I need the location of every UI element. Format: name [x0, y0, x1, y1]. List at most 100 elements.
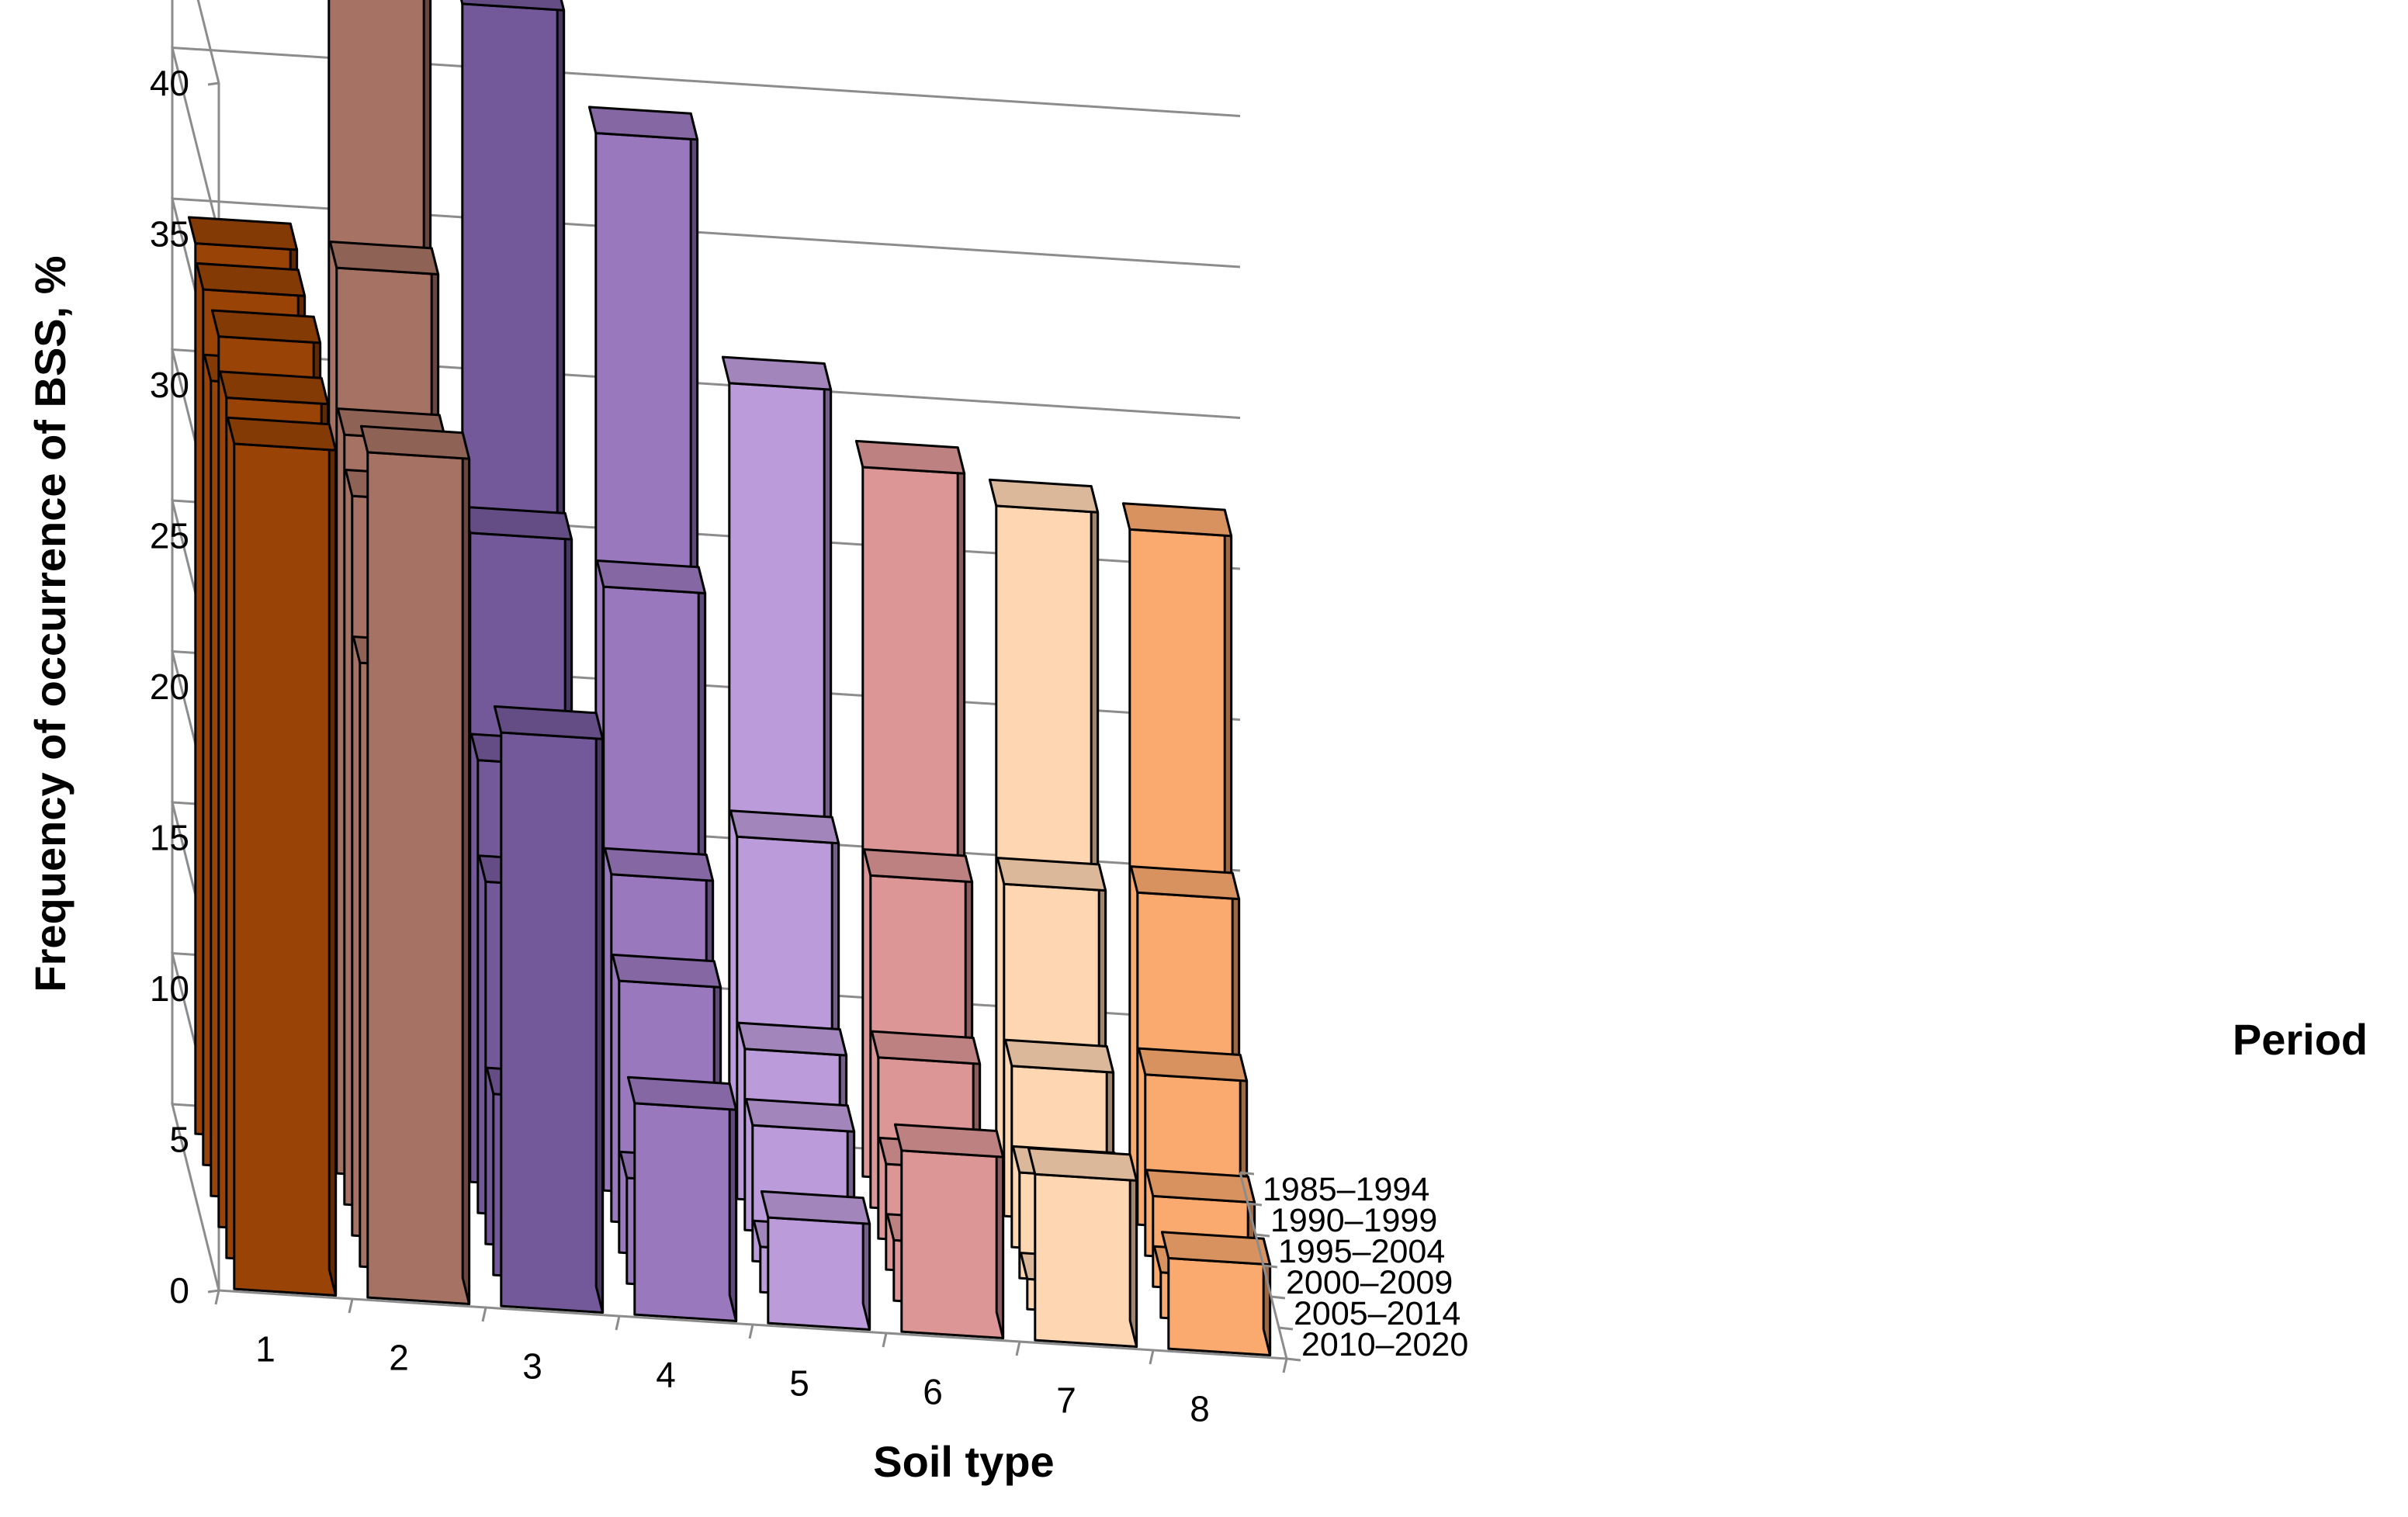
x-tick	[1149, 1349, 1155, 1365]
period-label: 2005–2014	[1294, 1295, 1460, 1332]
y-tick	[207, 81, 220, 86]
bar-top-face	[595, 559, 707, 594]
bar-top-face	[462, 505, 573, 541]
y-tick-label: 10	[150, 968, 189, 1009]
x-tick-label: 4	[656, 1355, 676, 1395]
period-tick	[1278, 1326, 1294, 1331]
bar-top-face	[893, 1123, 1005, 1159]
x-tick	[214, 1290, 220, 1305]
period-tick	[1247, 1202, 1263, 1207]
bar	[493, 705, 605, 1314]
bar-side-face	[995, 1130, 1005, 1339]
bar-top-face	[187, 216, 299, 251]
x-tick	[615, 1315, 621, 1331]
y-tick-labels: 0 5 10 15 20 25 30 35 40	[150, 63, 189, 1311]
x-tick	[748, 1324, 754, 1339]
y-tick-label: 15	[150, 818, 189, 858]
y-tick-label: 30	[150, 365, 189, 405]
bar-top-face	[626, 1075, 738, 1111]
x-tick	[481, 1307, 487, 1322]
bar-top-face	[736, 1021, 848, 1057]
y-tick-label: 40	[150, 63, 189, 103]
bars	[187, 0, 1272, 1356]
period-tick	[1255, 1233, 1270, 1238]
x-tick	[1282, 1358, 1288, 1373]
bar	[760, 1190, 871, 1331]
bar	[626, 1075, 738, 1322]
bar-top-face	[870, 1030, 982, 1065]
bar-top-face	[226, 416, 338, 452]
x-axis: 1 2 3 4 5 6 7 8	[214, 1289, 1288, 1429]
bar-front-face	[767, 1216, 871, 1331]
bar-top-face	[729, 809, 840, 845]
bar-top-face	[1160, 1231, 1272, 1266]
bar-top-face	[460, 0, 566, 12]
y-axis-title: Frequency of occurrence of BSS, %	[26, 255, 74, 992]
bar-top-face	[1121, 502, 1233, 538]
bar-top-face	[988, 478, 1100, 514]
period-tick	[1286, 1357, 1301, 1362]
period-tick	[1239, 1171, 1255, 1176]
bar-side-face	[728, 1082, 738, 1322]
period-tick	[1270, 1295, 1286, 1300]
period-axis: 1985–19941990–19991995–20042000–20092005…	[1239, 1171, 1468, 1363]
bar-front-face	[1167, 1256, 1272, 1356]
y-tick-label: 0	[169, 1270, 189, 1311]
bar	[893, 1123, 1005, 1339]
x-tick	[348, 1298, 354, 1314]
x-tick-label: 3	[522, 1346, 542, 1387]
bar-front-face	[500, 731, 605, 1314]
bar	[359, 424, 471, 1305]
x-tick-label: 6	[923, 1372, 943, 1412]
y-tick-label: 25	[150, 516, 189, 556]
bar-top-face	[996, 857, 1107, 892]
bar-top-face	[210, 309, 322, 345]
period-legend-title: Period	[2233, 1015, 2368, 1064]
bar-top-face	[603, 847, 715, 882]
y-tick-label: 35	[150, 214, 189, 255]
period-label: 2000–2009	[1286, 1264, 1453, 1301]
x-tick-label: 7	[1056, 1380, 1076, 1421]
bar-front-face	[1034, 1172, 1138, 1348]
bar-top-face	[721, 355, 833, 391]
bar-top-face	[862, 848, 974, 884]
bar-top-face	[1137, 1047, 1249, 1082]
bar-top-face	[359, 424, 471, 460]
bar-top-face	[744, 1098, 856, 1133]
bar-side-face	[594, 712, 605, 1314]
bar-top-face	[493, 705, 605, 740]
bar-top-face	[587, 106, 699, 141]
bar	[1027, 1147, 1138, 1348]
bar-side-face	[327, 423, 338, 1297]
bar-top-face	[760, 1190, 871, 1225]
x-tick-label: 8	[1190, 1389, 1210, 1429]
bar-top-face	[1129, 865, 1241, 901]
bar-front-face	[900, 1149, 1005, 1339]
bar-front-face	[233, 442, 338, 1297]
x-tick	[1015, 1341, 1021, 1356]
bar-side-face	[1128, 1153, 1138, 1348]
bar	[1160, 1231, 1272, 1356]
bar-top-face	[1003, 1038, 1115, 1074]
bar-top-face	[1027, 1147, 1138, 1182]
x-tick-label: 2	[389, 1338, 409, 1378]
bar-top-face	[611, 953, 722, 989]
x-axis-title: Soil type	[873, 1437, 1054, 1486]
bar-top-face	[854, 439, 966, 475]
period-label: 1995–2004	[1278, 1233, 1445, 1270]
y-tick-label: 5	[169, 1120, 189, 1160]
period-label: 1985–1994	[1263, 1171, 1429, 1208]
x-tick	[882, 1332, 888, 1348]
x-tick-label: 1	[255, 1329, 275, 1370]
y-tick	[207, 1289, 220, 1294]
bar-side-face	[461, 431, 471, 1305]
bar-top-face	[1145, 1169, 1256, 1204]
bar-front-face	[366, 451, 471, 1305]
gridline	[196, 0, 220, 84]
period-label: 1990–1999	[1270, 1202, 1437, 1239]
y-tick-label: 20	[150, 667, 189, 707]
bar-top-face	[328, 241, 440, 275]
period-label: 2010–2020	[1301, 1326, 1468, 1363]
bar	[226, 416, 338, 1297]
